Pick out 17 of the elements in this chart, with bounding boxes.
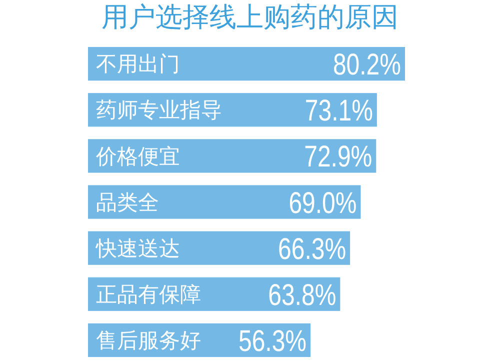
y-tick-label: 快速送达 [95, 236, 180, 260]
y-tick-label: 价格便宜 [95, 144, 180, 168]
y-tick-label: 药师专业指导 [96, 98, 222, 122]
bar [88, 185, 361, 219]
y-tick-label: 售后服务好 [96, 328, 201, 353]
data-label: 69.0% [288, 185, 357, 220]
y-tick-label: 正品有保障 [96, 282, 201, 306]
data-label: 73.1% [304, 93, 373, 128]
data-label: 72.9% [304, 139, 372, 174]
chart-title: 用户选择线上购药的原因 [102, 2, 398, 33]
y-tick-label: 不用出门 [96, 52, 180, 76]
y-tick-label: 品类全 [96, 190, 159, 214]
data-label: 66.3% [278, 231, 346, 266]
data-label: 56.3% [238, 323, 307, 358]
data-label: 80.2% [332, 47, 401, 82]
data-label: 63.8% [268, 277, 336, 312]
bar [88, 47, 405, 81]
